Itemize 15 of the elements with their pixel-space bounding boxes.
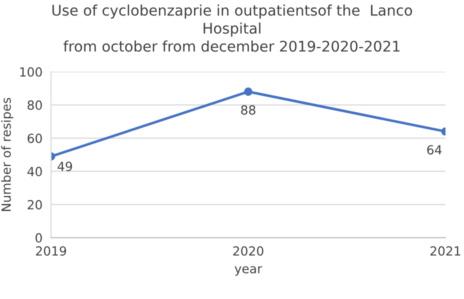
y-tick-label: 60: [28, 134, 42, 144]
x-axis-title: year: [234, 266, 262, 276]
y-tick-label: 20: [28, 200, 42, 210]
x-tick-label: 2019: [36, 246, 66, 256]
x-tick-label: 2020: [233, 246, 264, 256]
y-tick-label: 40: [27, 166, 42, 176]
x-tick-label: 2021: [430, 246, 460, 256]
y-axis-title: Number of resipes: [1, 98, 14, 211]
y-tick-label: 80: [28, 100, 42, 110]
y-tick-label: 0: [36, 233, 42, 243]
data-label: 49: [58, 162, 72, 172]
data-label: 64: [427, 145, 442, 155]
y-tick-label: 100: [20, 67, 42, 77]
chart-title: Use of cyclobenzaprie in outpatientsof the Lanco Hospital from october from december 2019-2020-2021: [52, 4, 412, 52]
data-label: 88: [241, 105, 256, 115]
